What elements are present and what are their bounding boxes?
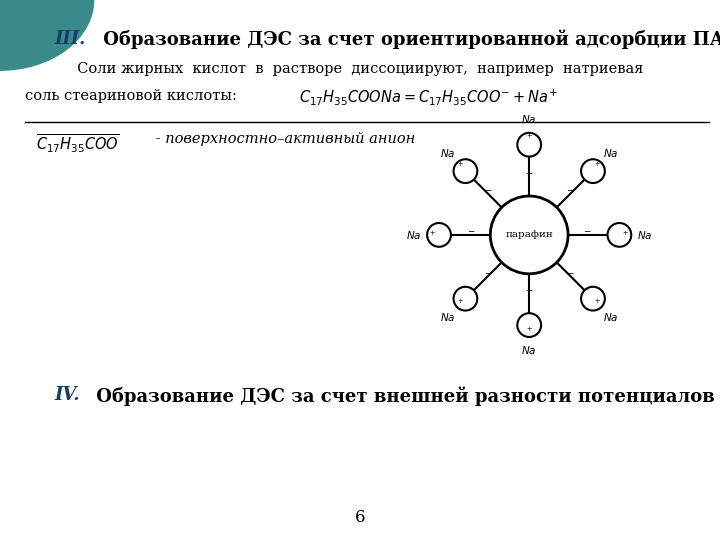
Text: $^{+}$: $^{+}$ (457, 161, 464, 172)
Text: $^{+}$: $^{+}$ (622, 230, 629, 240)
Text: $^{-}$: $^{-}$ (525, 170, 534, 183)
Text: $^{-}$: $^{-}$ (566, 269, 575, 282)
Text: парафин: парафин (505, 231, 553, 239)
Text: $^{-}$: $^{-}$ (467, 228, 475, 241)
Ellipse shape (454, 159, 477, 183)
Text: $^{+}$: $^{+}$ (526, 327, 533, 336)
Text: $^{+}$: $^{+}$ (526, 133, 533, 143)
Ellipse shape (608, 223, 631, 247)
Text: III.: III. (54, 30, 86, 48)
Text: $^{+}$: $^{+}$ (594, 298, 601, 308)
Text: $Na$: $Na$ (603, 310, 618, 322)
Text: - поверхностно–активный анион: - поверхностно–активный анион (151, 132, 415, 146)
Text: $^{-}$: $^{-}$ (583, 228, 592, 241)
Text: $^{-}$: $^{-}$ (525, 287, 534, 300)
Text: Образование ДЭС за счет ориентированной адсорбции ПАВ: Образование ДЭС за счет ориентированной … (97, 30, 720, 49)
Text: $C_{17}H_{35}COONa = C_{17}H_{35}COO^{-} + Na^{+}$: $C_{17}H_{35}COONa = C_{17}H_{35}COO^{-}… (299, 87, 558, 107)
Ellipse shape (454, 287, 477, 310)
Text: $Na$: $Na$ (521, 345, 537, 356)
Text: $Na$: $Na$ (521, 113, 537, 125)
Ellipse shape (427, 223, 451, 247)
Text: $Na$: $Na$ (440, 310, 455, 322)
Ellipse shape (518, 133, 541, 157)
Text: Образование ДЭС за счет внешней разности потенциалов: Образование ДЭС за счет внешней разности… (90, 386, 715, 406)
Text: IV.: IV. (54, 386, 79, 404)
Ellipse shape (581, 287, 605, 310)
Text: $\overline{C_{17}H_{35}COO}$: $\overline{C_{17}H_{35}COO}$ (36, 132, 120, 155)
Text: Соли жирных  кислот  в  растворе  диссоциируют,  например  натриевая: Соли жирных кислот в растворе диссоцииру… (54, 62, 644, 76)
Text: $^{-}$: $^{-}$ (484, 269, 492, 282)
Text: $Na$: $Na$ (637, 229, 652, 241)
Wedge shape (0, 0, 94, 70)
Ellipse shape (490, 196, 568, 274)
Text: соль стеариновой кислоты:: соль стеариновой кислоты: (25, 89, 237, 103)
Text: $^{-}$: $^{-}$ (566, 187, 575, 200)
Text: $Na$: $Na$ (440, 147, 455, 159)
Text: $^{+}$: $^{+}$ (457, 298, 464, 308)
Text: $Na$: $Na$ (406, 229, 421, 241)
Ellipse shape (581, 159, 605, 183)
Ellipse shape (518, 313, 541, 337)
Text: $^{+}$: $^{+}$ (429, 230, 436, 240)
Text: $^{-}$: $^{-}$ (484, 187, 492, 200)
Text: $Na$: $Na$ (603, 147, 618, 159)
Text: 6: 6 (355, 510, 365, 526)
Text: $^{+}$: $^{+}$ (594, 161, 601, 172)
